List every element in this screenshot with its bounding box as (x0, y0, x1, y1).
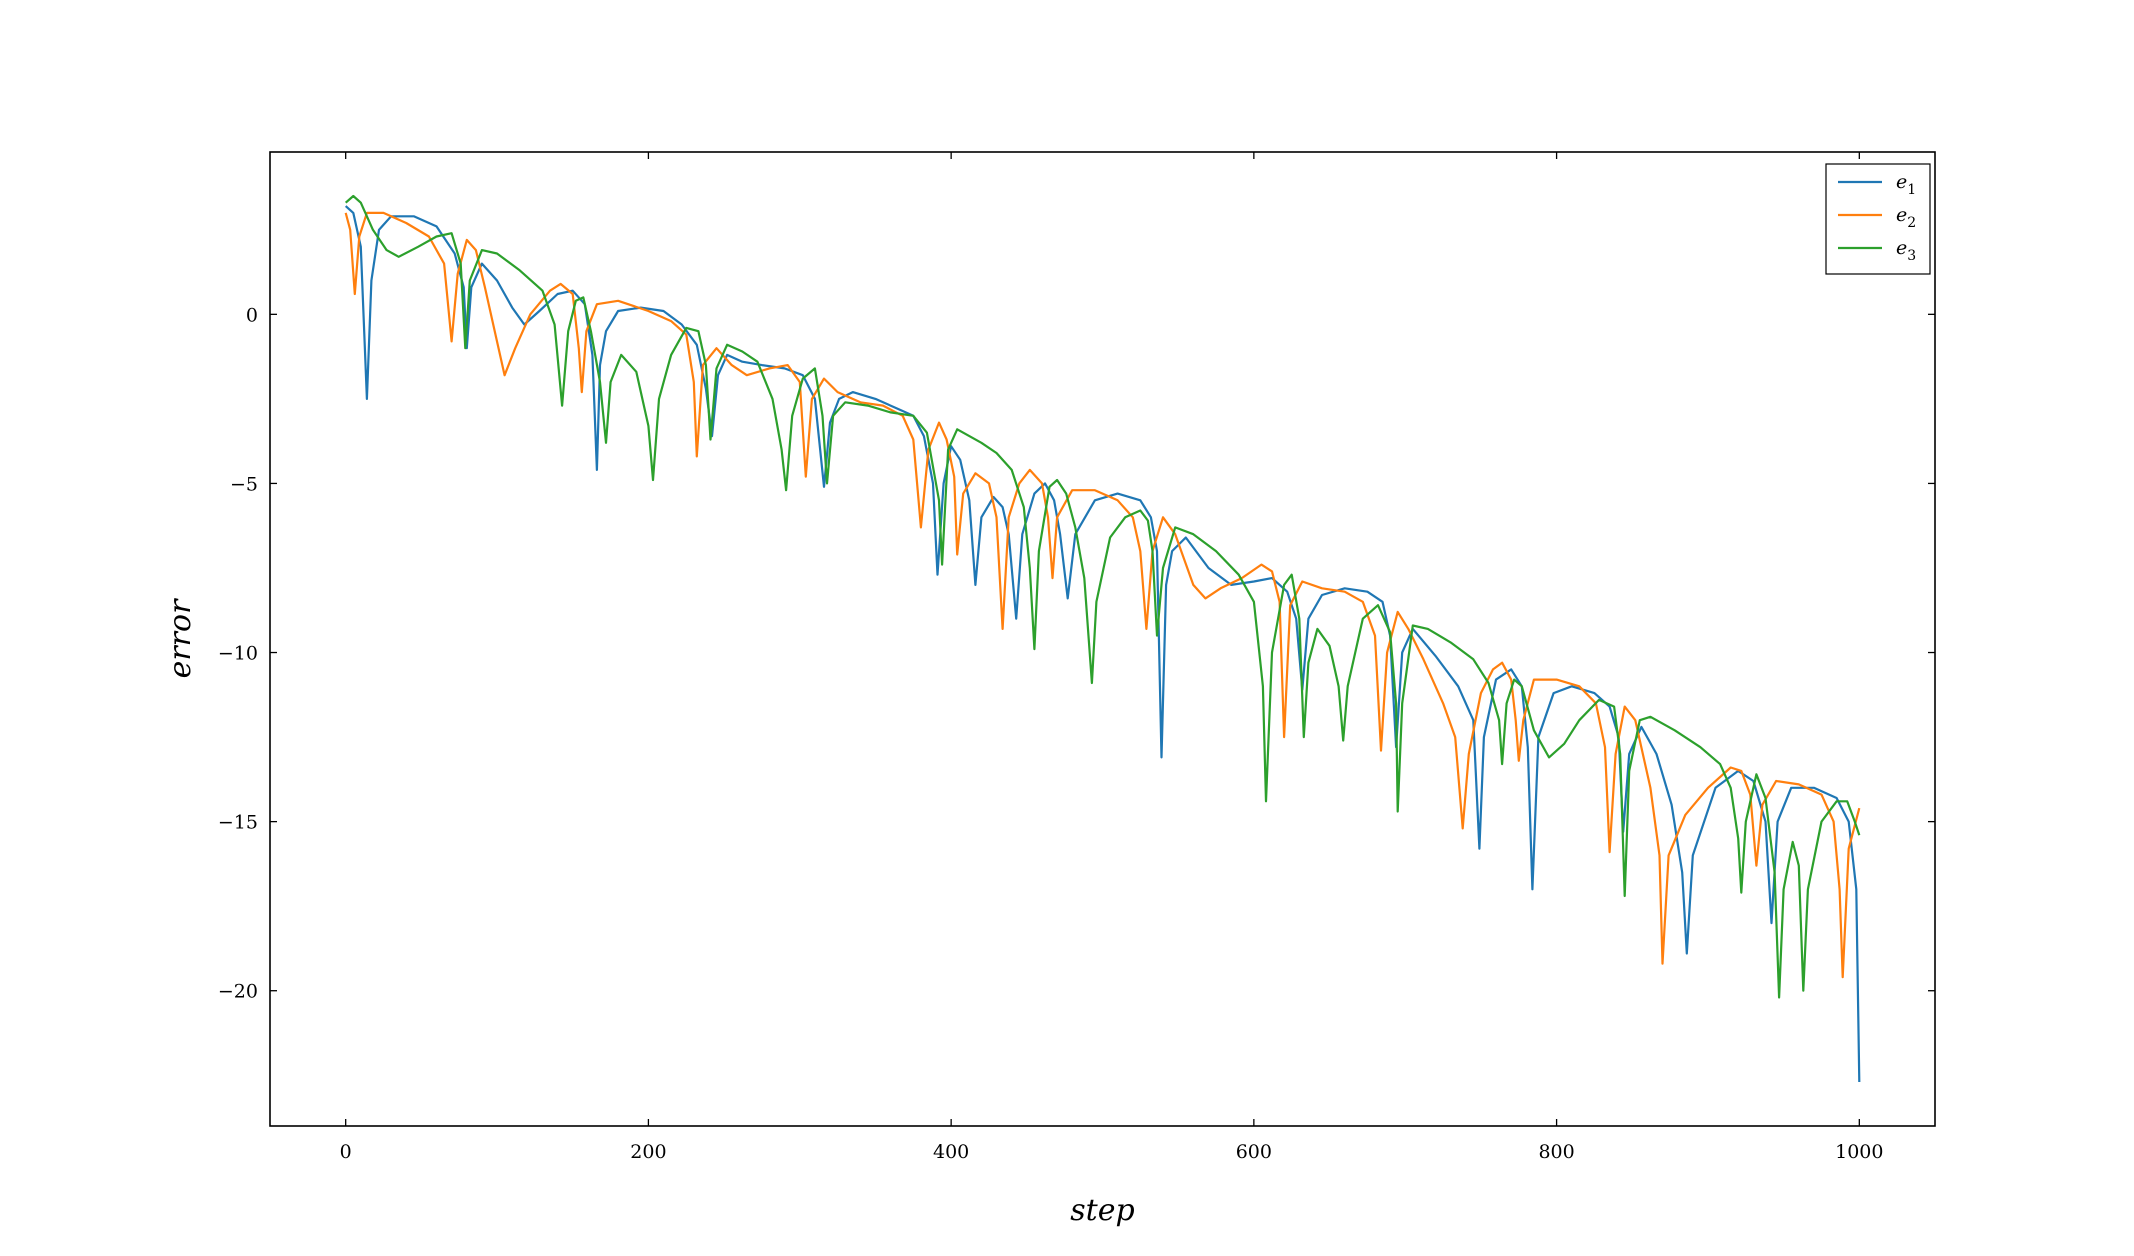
y-axis-title: error (163, 598, 198, 678)
legend-entry: e1 (1838, 171, 1916, 198)
x-tick-label: 600 (1236, 1141, 1272, 1163)
series-layer (344, 194, 1861, 1083)
legend-label-base: e (1896, 237, 1907, 259)
y-tick-label: −10 (218, 643, 258, 665)
legend-label: e1 (1896, 171, 1916, 198)
y-tick-label: 0 (246, 304, 258, 326)
legend-label-base: e (1896, 204, 1907, 226)
legend-label-subscript: 3 (1907, 248, 1916, 264)
y-tick-label: −15 (218, 812, 258, 834)
series-line-e1 (344, 205, 1861, 1083)
legend-label-base: e (1896, 171, 1907, 193)
y-tick-label: −20 (218, 981, 258, 1003)
legend-entry: e2 (1838, 204, 1916, 231)
legend-entry: e3 (1838, 237, 1916, 264)
legend-label-subscript: 2 (1907, 215, 1916, 231)
x-axis-title: step (1070, 1193, 1134, 1228)
plot-frame (269, 151, 1936, 1127)
legend-label: e2 (1896, 204, 1916, 231)
legend-label-subscript: 1 (1907, 182, 1916, 198)
series-line-e2 (344, 211, 1861, 979)
x-tick-label: 200 (630, 1141, 666, 1163)
x-tick-label: 1000 (1835, 1141, 1883, 1163)
series-line-e3 (344, 194, 1861, 999)
y-tick-label: −5 (230, 473, 258, 495)
x-tick-label: 400 (933, 1141, 969, 1163)
x-tick-label: 800 (1538, 1141, 1574, 1163)
legend-label: e3 (1896, 237, 1916, 264)
ticks-layer: 0 200 400 600 800 1000 0 −5 −10 −15 −20 (218, 152, 1935, 1163)
x-tick-label: 0 (340, 1141, 352, 1163)
